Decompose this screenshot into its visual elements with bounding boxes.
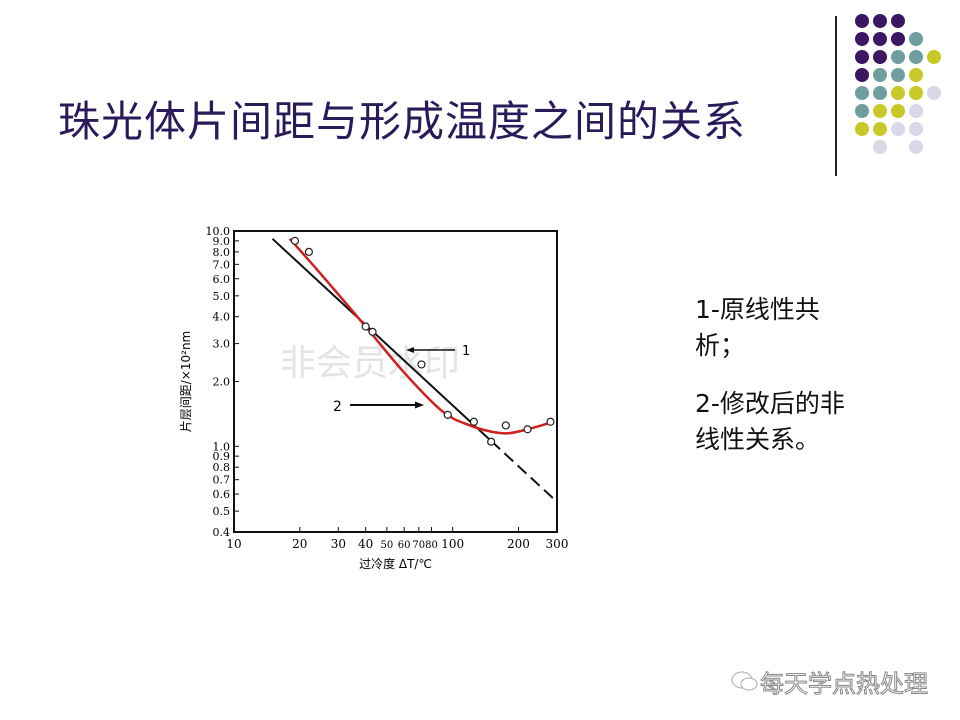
- dot-yellow: [891, 104, 905, 118]
- y-tick-label: 8.0: [213, 246, 231, 259]
- dot-purple: [891, 14, 905, 28]
- y-tick-label: 10.0: [206, 225, 231, 238]
- dot-teal: [855, 86, 869, 100]
- dot-yellow: [927, 50, 941, 64]
- dot-lavender: [927, 86, 941, 100]
- dot-yellow: [891, 86, 905, 100]
- dot-lavender: [909, 140, 923, 154]
- dot-teal: [873, 68, 887, 82]
- x-tick-label: 10: [226, 537, 241, 551]
- dot-purple: [855, 14, 869, 28]
- dot-purple: [855, 50, 869, 64]
- arrow-2-head: [415, 401, 424, 409]
- dot-yellow: [855, 122, 869, 136]
- notes: 1-原线性共析； 2-修改后的非线性关系。: [695, 292, 857, 480]
- data-point: [546, 417, 555, 426]
- dot-lavender: [909, 122, 923, 136]
- dot-lavender: [891, 122, 905, 136]
- y-tick-label: 3.0: [213, 338, 231, 351]
- dot-yellow: [873, 122, 887, 136]
- slide-title: 珠光体片间距与形成温度之间的关系: [58, 97, 747, 146]
- note-2: 2-修改后的非线性关系。: [695, 389, 845, 454]
- dot-teal: [891, 68, 905, 82]
- y-tick-label: 0.6: [213, 488, 231, 501]
- y-tick-label: 0.9: [213, 450, 231, 463]
- data-point: [304, 247, 313, 256]
- dot-purple: [855, 68, 869, 82]
- y-tick-label: 0.8: [213, 461, 231, 474]
- note-1: 1-原线性共析；: [695, 295, 820, 360]
- dot-purple: [873, 32, 887, 46]
- x-axis-label: 过冷度 ΔT/℃: [359, 556, 432, 571]
- y-tick-label: 6.0: [213, 273, 231, 286]
- curve-1: [288, 237, 555, 435]
- y-tick-label: 0.4: [213, 526, 231, 539]
- x-tick-label: 50: [380, 540, 393, 551]
- data-point: [361, 322, 370, 331]
- dot-purple: [891, 32, 905, 46]
- x-tick-label: 300: [546, 537, 569, 551]
- data-point: [368, 327, 377, 336]
- dot-yellow: [909, 86, 923, 100]
- dot-lavender: [909, 104, 923, 118]
- dot-teal: [909, 32, 923, 46]
- y-tick-label: 4.0: [213, 311, 231, 324]
- divider-line: [835, 16, 837, 176]
- y-tick-label: 5.0: [213, 290, 231, 303]
- dot-teal: [873, 86, 887, 100]
- x-tick-label: 20: [292, 537, 307, 551]
- data-point: [487, 437, 496, 446]
- dot-lavender: [873, 140, 887, 154]
- annotation-2: 2: [333, 399, 342, 415]
- footer-watermark: 每天学点热处理: [730, 664, 929, 699]
- x-tick-label: 100: [441, 537, 464, 551]
- dot-teal: [891, 50, 905, 64]
- y-tick-label: 7.0: [213, 258, 231, 271]
- dot-purple: [873, 50, 887, 64]
- wechat-icon: [731, 671, 758, 691]
- dot-purple: [873, 14, 887, 28]
- x-tick-label: 80: [425, 540, 438, 551]
- arrow-1-head: [406, 347, 414, 353]
- chart-watermark: 非会员水印: [280, 343, 460, 384]
- y-tick-label: 0.7: [213, 474, 231, 487]
- dot-purple: [855, 32, 869, 46]
- data-point: [523, 425, 532, 434]
- data-point: [290, 236, 300, 245]
- y-tick-label: 2.0: [213, 376, 231, 389]
- dot-yellow: [909, 68, 923, 82]
- y-tick-label: 1.0: [213, 440, 231, 453]
- data-point: [501, 421, 510, 430]
- y-tick-label: 9.0: [213, 235, 231, 248]
- line-2-solid: [271, 238, 492, 442]
- annotation-1: 1: [462, 344, 470, 359]
- data-point: [417, 360, 426, 369]
- data-point: [443, 410, 452, 419]
- data-point: [469, 417, 478, 426]
- dot-teal: [855, 104, 869, 118]
- chart: 非会员水印10.09.08.07.06.05.04.03.02.01.00.90…: [179, 225, 569, 571]
- x-tick-label: 40: [358, 537, 373, 551]
- y-tick-label: 0.5: [213, 505, 231, 518]
- y-axis-label: 片层间距/×10²nm: [179, 331, 193, 432]
- x-tick-label: 60: [398, 540, 411, 551]
- x-tick-label: 200: [507, 537, 530, 551]
- x-tick-label: 70: [412, 540, 425, 551]
- dot-teal: [909, 50, 923, 64]
- dot-yellow: [873, 104, 887, 118]
- line-2-dashed: [490, 440, 555, 500]
- x-tick-label: 30: [331, 537, 346, 551]
